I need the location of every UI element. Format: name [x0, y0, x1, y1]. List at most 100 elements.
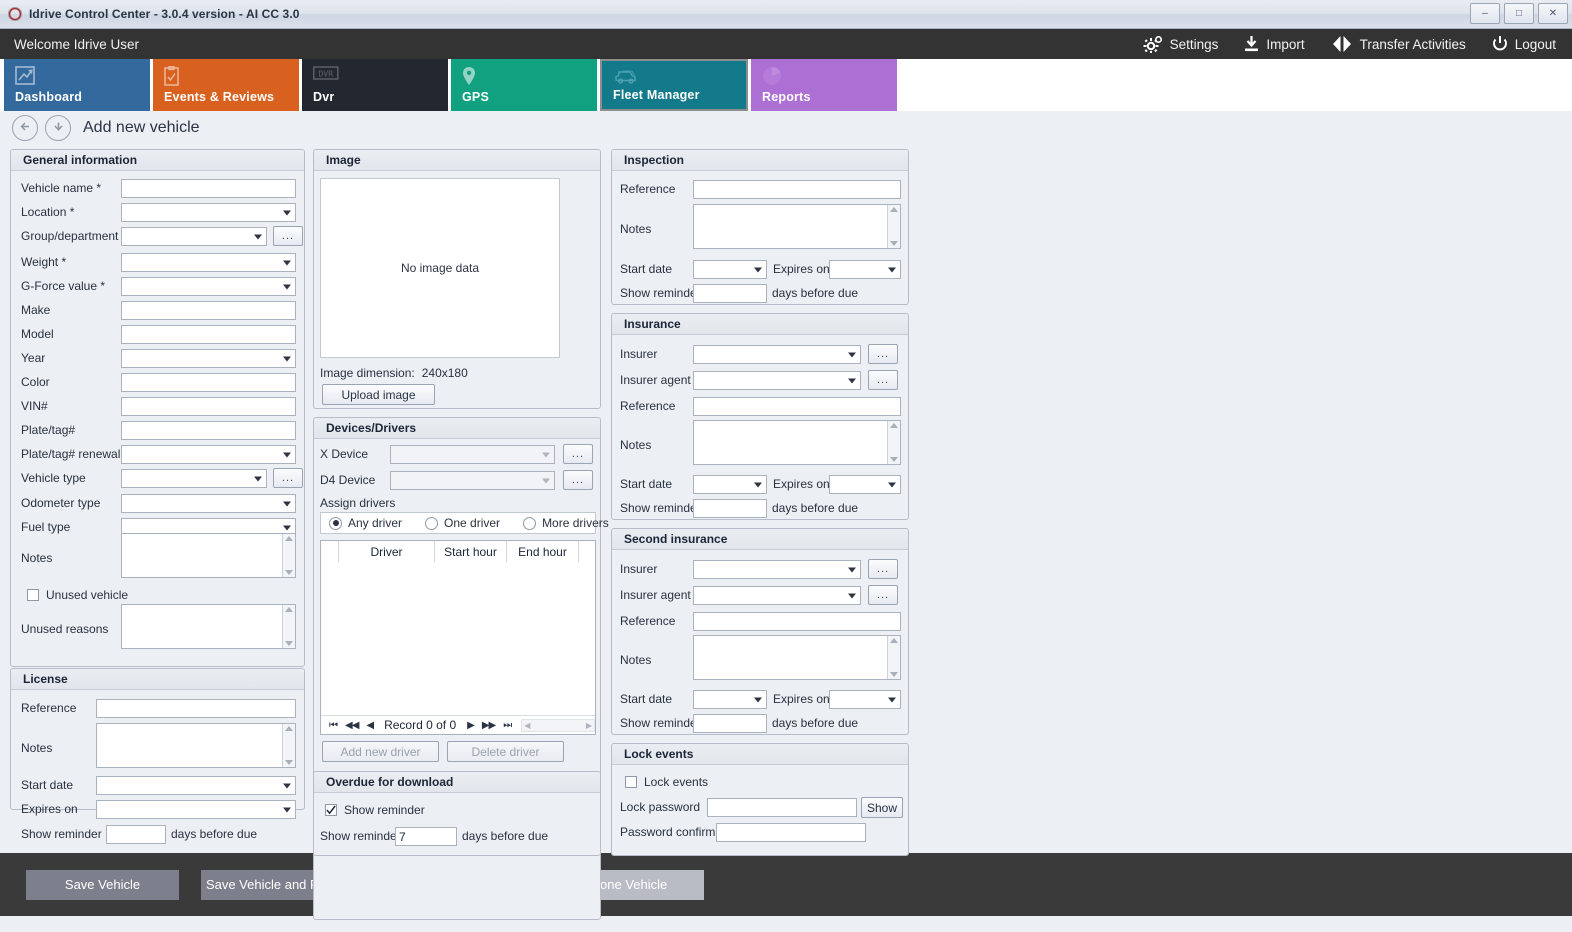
plate-renewal-combo[interactable]: [121, 445, 296, 464]
tab-dashboard[interactable]: Dashboard: [4, 59, 150, 111]
unused-reasons-scrollbar[interactable]: [282, 605, 295, 648]
driver-mode-one[interactable]: One driver: [425, 516, 500, 530]
second-insurance-insurer-browse-button[interactable]: ...: [868, 559, 898, 579]
add-new-driver-button[interactable]: Add new driver: [322, 741, 439, 762]
grid-horizontal-scrollbar[interactable]: ◀ ▶: [521, 718, 595, 732]
lock-password-input[interactable]: [707, 798, 857, 817]
inspection-notes-scrollbar[interactable]: [887, 205, 900, 248]
gforce-combo[interactable]: [121, 277, 296, 296]
tab-reports[interactable]: Reports: [751, 59, 897, 111]
group-department-browse-button[interactable]: ...: [273, 226, 303, 246]
insurance-reference-input[interactable]: [693, 397, 901, 416]
transfer-activities-button[interactable]: Transfer Activities: [1331, 36, 1466, 52]
drivers-grid[interactable]: Driver Start hour End hour ⏮ ◀◀ ◀ Record…: [320, 540, 596, 735]
license-expires-on-combo[interactable]: [96, 800, 296, 819]
vehicle-type-browse-button[interactable]: ...: [273, 468, 303, 488]
license-notes-scrollbar[interactable]: [282, 724, 295, 767]
license-reference-input[interactable]: [96, 699, 296, 718]
vin-input[interactable]: [121, 397, 296, 416]
logout-button[interactable]: Logout: [1492, 36, 1556, 52]
insurance-start-date-combo[interactable]: [693, 475, 767, 494]
insurance-insurer-browse-button[interactable]: ...: [868, 344, 898, 364]
second-insurance-notes-textarea[interactable]: [693, 635, 901, 680]
second-insurance-insurer-agent-combo[interactable]: [693, 586, 861, 605]
nav-first-icon[interactable]: ⏮: [329, 719, 338, 731]
grid-column-driver[interactable]: Driver: [339, 541, 435, 562]
save-vehicle-button[interactable]: Save Vehicle: [26, 869, 179, 900]
insurance-insurer-agent-combo[interactable]: [693, 371, 861, 390]
color-input[interactable]: [121, 373, 296, 392]
inspection-notes-textarea[interactable]: [693, 204, 901, 249]
weight-combo[interactable]: [121, 253, 296, 272]
notes-textarea[interactable]: [121, 533, 296, 578]
grid-column-end-hour[interactable]: End hour: [507, 541, 579, 562]
license-show-reminder-input[interactable]: [106, 825, 166, 844]
year-combo[interactable]: [121, 349, 296, 368]
nav-next-icon[interactable]: ▶: [467, 719, 475, 731]
show-password-button[interactable]: Show: [861, 797, 903, 818]
vehicle-name-input[interactable]: [121, 179, 296, 198]
tab-gps[interactable]: GPS: [451, 59, 597, 111]
driver-mode-any[interactable]: Any driver: [329, 516, 402, 530]
second-insurance-reference-input[interactable]: [693, 612, 901, 631]
lock-events-checkbox[interactable]: [625, 776, 637, 788]
radio-more-drivers[interactable]: [523, 516, 537, 530]
nav-prev-icon[interactable]: ◀: [366, 719, 374, 731]
odometer-type-combo[interactable]: [121, 494, 296, 513]
insurance-expires-on-combo[interactable]: [829, 475, 901, 494]
plate-tag-input[interactable]: [121, 421, 296, 440]
back-button[interactable]: [12, 115, 38, 141]
unused-vehicle-checkbox[interactable]: [27, 589, 39, 601]
tab-dvr[interactable]: DVR Dvr: [302, 59, 448, 111]
inspection-reference-input[interactable]: [693, 180, 901, 199]
settings-button[interactable]: Settings: [1143, 35, 1218, 53]
model-input[interactable]: [121, 325, 296, 344]
second-insurance-notes-scrollbar[interactable]: [887, 636, 900, 679]
inspection-start-date-combo[interactable]: [693, 260, 767, 279]
location-combo[interactable]: [121, 203, 296, 222]
insurance-insurer-agent-browse-button[interactable]: ...: [868, 370, 898, 390]
second-insurance-start-date-combo[interactable]: [693, 690, 767, 709]
insurance-notes-scrollbar[interactable]: [887, 421, 900, 464]
second-insurance-show-reminder-input[interactable]: [693, 714, 767, 733]
license-start-date-combo[interactable]: [96, 776, 296, 795]
tab-fleet-manager[interactable]: Fleet Manager: [600, 59, 748, 111]
unused-reasons-textarea[interactable]: [121, 604, 296, 649]
inspection-expires-on-combo[interactable]: [829, 260, 901, 279]
d4-device-browse-button[interactable]: ...: [563, 470, 593, 490]
tab-events-reviews[interactable]: Events & Reviews: [153, 59, 299, 111]
drivers-grid-body[interactable]: [321, 562, 595, 715]
delete-driver-button[interactable]: Delete driver: [447, 741, 564, 762]
radio-any-driver[interactable]: [329, 516, 342, 530]
password-confirm-input[interactable]: [716, 823, 866, 842]
driver-mode-more[interactable]: More drivers: [523, 516, 609, 530]
overdue-show-reminder-checkbox[interactable]: [325, 804, 337, 816]
insurance-insurer-combo[interactable]: [693, 345, 861, 364]
radio-one-driver[interactable]: [425, 516, 439, 530]
second-insurance-expires-on-combo[interactable]: [829, 690, 901, 709]
x-device-combo[interactable]: [390, 445, 555, 464]
notes-scrollbar[interactable]: [282, 534, 295, 577]
inspection-show-reminder-input[interactable]: [693, 284, 767, 303]
insurance-notes-textarea[interactable]: [693, 420, 901, 465]
license-notes-textarea[interactable]: [96, 723, 296, 768]
make-input[interactable]: [121, 301, 296, 320]
import-button[interactable]: Import: [1244, 36, 1305, 52]
upload-image-button[interactable]: Upload image: [322, 384, 435, 405]
insurance-show-reminder-input[interactable]: [693, 499, 767, 518]
second-insurance-insurer-agent-browse-button[interactable]: ...: [868, 585, 898, 605]
overdue-show-reminder-input[interactable]: [395, 827, 457, 846]
second-insurance-insurer-combo[interactable]: [693, 560, 861, 579]
x-device-browse-button[interactable]: ...: [563, 444, 593, 464]
nav-last-icon[interactable]: ⏭: [503, 719, 512, 731]
vehicle-type-combo[interactable]: [121, 469, 267, 488]
minimize-button[interactable]: –: [1470, 3, 1500, 24]
collapse-button[interactable]: [45, 115, 71, 141]
maximize-button[interactable]: □: [1504, 3, 1534, 24]
group-department-combo[interactable]: [121, 227, 267, 246]
nav-next-page-icon[interactable]: ▶▶: [481, 719, 496, 731]
d4-device-combo[interactable]: [390, 471, 555, 490]
grid-column-start-hour[interactable]: Start hour: [435, 541, 507, 562]
nav-prev-page-icon[interactable]: ◀◀: [345, 719, 359, 731]
close-button[interactable]: ✕: [1538, 3, 1568, 24]
